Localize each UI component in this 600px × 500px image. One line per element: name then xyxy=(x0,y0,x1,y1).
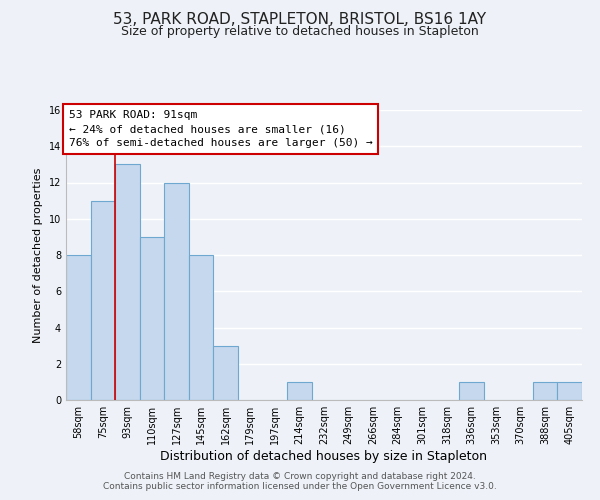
Text: Contains HM Land Registry data © Crown copyright and database right 2024.: Contains HM Land Registry data © Crown c… xyxy=(124,472,476,481)
Bar xyxy=(115,164,140,400)
Bar xyxy=(91,200,115,400)
Bar xyxy=(533,382,557,400)
Bar xyxy=(287,382,312,400)
Bar xyxy=(214,346,238,400)
Text: Contains public sector information licensed under the Open Government Licence v3: Contains public sector information licen… xyxy=(103,482,497,491)
Bar xyxy=(164,182,189,400)
Y-axis label: Number of detached properties: Number of detached properties xyxy=(33,168,43,342)
Bar xyxy=(459,382,484,400)
Text: 53 PARK ROAD: 91sqm
← 24% of detached houses are smaller (16)
76% of semi-detach: 53 PARK ROAD: 91sqm ← 24% of detached ho… xyxy=(68,110,373,148)
Bar xyxy=(189,255,214,400)
Bar xyxy=(140,237,164,400)
Bar xyxy=(66,255,91,400)
Text: Size of property relative to detached houses in Stapleton: Size of property relative to detached ho… xyxy=(121,25,479,38)
Text: 53, PARK ROAD, STAPLETON, BRISTOL, BS16 1AY: 53, PARK ROAD, STAPLETON, BRISTOL, BS16 … xyxy=(113,12,487,28)
X-axis label: Distribution of detached houses by size in Stapleton: Distribution of detached houses by size … xyxy=(161,450,487,463)
Bar xyxy=(557,382,582,400)
